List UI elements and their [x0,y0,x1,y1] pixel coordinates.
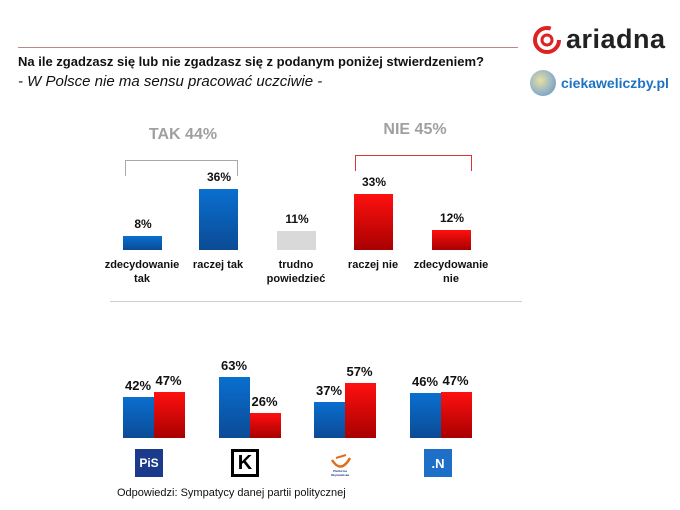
ciekaweliczby-logo: ciekaweliczby.pl [530,70,669,96]
value-label: 33% [361,174,387,189]
party-value-label: 46% [411,374,439,390]
party-bar-2-1 [344,382,376,438]
bar-0 [123,236,162,250]
site-name: ciekaweliczby.pl [561,75,669,91]
party-value-label: 26% [251,393,278,409]
category-label: zdecydowanie tak [97,258,187,286]
category-line: tak [134,273,150,285]
category-line: zdecydowanie [104,259,180,271]
party-logo-1: K [231,449,259,477]
question-title: Na ile zgadzasz się lub nie zgadzasz się… [18,54,484,69]
party-value-label: 37% [315,383,343,399]
value-label: 8% [134,217,152,232]
party-bar-0-0 [123,397,154,438]
party-bar-0-1 [153,392,185,438]
category-line: raczej tak [192,259,244,271]
category-label: raczej tak [173,258,263,272]
party-bar-1-1 [249,412,281,438]
group-label-tak: TAK 44% [148,126,218,143]
bar-4 [432,229,471,250]
statement-subtitle: - W Polsce nie ma sensu pracować uczciwi… [18,73,323,90]
footnote: Odpowiedzi: Sympatycy danej partii polit… [117,487,346,499]
category-line: raczej nie [347,259,399,271]
party-value-label: 47% [155,373,182,389]
party-logo-3: .N [424,449,452,477]
value-label: 11% [285,212,309,227]
ariadna-spiral-icon [533,25,561,54]
divider [110,301,522,302]
value-label: 36% [206,169,232,184]
party-value-label: 42% [124,378,152,394]
party-logo-0: PiS [135,449,163,477]
ariadna-logo: ariadna [532,24,666,55]
party-value-label: 63% [220,357,248,373]
category-line: zdecydowanie [413,259,489,271]
bar-1 [199,188,238,250]
party-logo-2: Platforma Obywatelska [326,449,354,477]
category-line: powiedzieć [266,273,326,285]
party-value-label: 57% [346,363,373,379]
bar-3 [354,193,393,250]
globe-icon [530,70,556,96]
bar-2 [277,231,316,250]
category-line: trudno [278,259,314,271]
bracket-tak [125,160,238,176]
party-bar-3-1 [440,392,472,438]
group-label-nie: NIE 45% [383,121,447,138]
party-bar-1-0 [219,376,250,438]
category-line: nie [443,273,459,285]
po-logo-text: Platforma Obywatelska [330,469,350,477]
value-label: 12% [439,210,465,225]
category-label: trudno powiedzieć [251,258,341,286]
category-label: raczej nie [328,258,418,272]
party-value-label: 47% [442,373,469,389]
po-logo-icon [330,454,352,468]
ariadna-wordmark: ariadna [566,24,666,54]
header-rule [18,47,518,48]
party-bar-2-0 [314,402,345,438]
category-label: zdecydowanie nie [406,258,496,286]
party-bar-3-0 [410,393,441,438]
bracket-nie [355,155,472,171]
